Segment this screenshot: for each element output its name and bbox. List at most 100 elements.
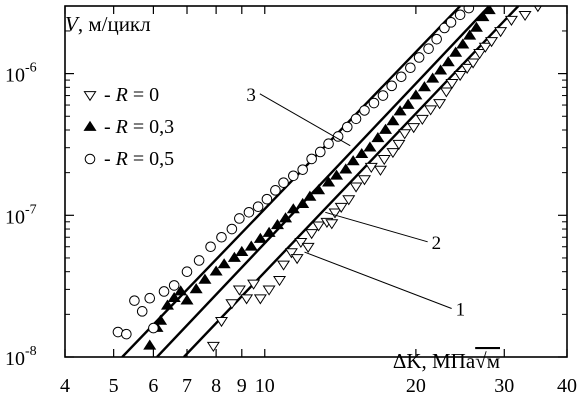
data-point-series-2 xyxy=(198,273,212,284)
data-point-series-3 xyxy=(136,306,148,317)
data-point-series-1 xyxy=(305,229,319,240)
data-point-series-1 xyxy=(342,195,356,206)
data-point-series-3 xyxy=(445,17,457,28)
legend: - R = 0 - R = 0,3 - R = 0,5 xyxy=(83,84,174,170)
data-point-series-2 xyxy=(346,155,360,166)
data-point-series-3 xyxy=(314,146,326,158)
data-point-series-2 xyxy=(476,10,490,22)
data-point-series-3 xyxy=(395,71,407,83)
data-point-series-2 xyxy=(363,141,377,152)
legend-entry-2: - R = 0,3 xyxy=(83,116,174,138)
data-point-series-3 xyxy=(144,292,156,304)
x-tick-label: 8 xyxy=(211,375,221,397)
data-point-series-1 xyxy=(494,27,508,38)
legend-marker-3 xyxy=(84,153,96,165)
data-point-series-3 xyxy=(386,80,397,92)
legend-label-2: - R = 0,3 xyxy=(104,116,174,138)
x-tick-label: 6 xyxy=(148,375,158,397)
data-point-series-1 xyxy=(290,254,304,265)
x-tick-label: 20 xyxy=(406,375,426,397)
data-point-series-2 xyxy=(322,176,336,187)
data-point-series-2 xyxy=(379,123,393,134)
x-tick-label: 7 xyxy=(182,375,192,397)
plot-frame xyxy=(64,5,568,358)
data-point-series-1 xyxy=(328,208,342,219)
data-point-series-2 xyxy=(270,219,284,230)
data-point-series-2 xyxy=(417,81,431,92)
data-point-series-1 xyxy=(460,63,474,74)
data-point-series-2 xyxy=(180,294,194,305)
data-point-series-1 xyxy=(485,37,499,48)
data-point-series-2 xyxy=(426,72,440,83)
y-tick-label: 10-6 xyxy=(5,61,37,87)
data-point-series-2 xyxy=(167,291,181,303)
data-point-series-2 xyxy=(463,29,477,40)
legend-marker-1 xyxy=(83,91,97,102)
callout-leader-3 xyxy=(259,93,351,147)
data-point-series-1 xyxy=(445,79,459,90)
data-point-series-3 xyxy=(454,9,466,21)
data-point-series-2 xyxy=(456,38,470,49)
data-point-series-1 xyxy=(373,165,387,176)
data-point-series-2 xyxy=(279,212,293,223)
data-point-series-3 xyxy=(216,231,227,243)
data-point-series-2 xyxy=(434,64,448,75)
data-point-series-3 xyxy=(341,121,353,133)
data-point-series-1 xyxy=(232,285,246,296)
data-point-series-2 xyxy=(312,184,326,195)
data-point-series-2 xyxy=(469,21,483,32)
legend-label-3: - R = 0,5 xyxy=(104,148,174,170)
data-point-series-1 xyxy=(407,123,421,134)
data-point-series-3 xyxy=(288,170,299,182)
data-point-series-1 xyxy=(225,299,239,310)
data-point-series-2 xyxy=(441,56,455,67)
data-point-series-1 xyxy=(392,139,406,150)
x-tick-label: 4 xyxy=(60,375,70,397)
data-point-series-1 xyxy=(504,15,518,26)
data-point-series-1 xyxy=(533,6,542,13)
data-point-series-1 xyxy=(262,285,276,296)
data-point-series-1 xyxy=(349,182,363,193)
y-axis-title: V, м/цикл xyxy=(65,12,151,36)
data-point-series-2 xyxy=(253,232,267,243)
data-point-series-1 xyxy=(277,260,291,271)
x-tick-label: 5 xyxy=(109,375,119,397)
data-point-series-3 xyxy=(368,97,380,109)
data-point-series-3 xyxy=(431,33,442,45)
data-point-series-1 xyxy=(518,10,532,22)
data-point-series-2 xyxy=(371,131,385,143)
data-point-series-3 xyxy=(243,207,255,218)
data-point-series-3 xyxy=(405,62,416,74)
data-point-series-3 xyxy=(297,164,308,175)
data-point-series-3 xyxy=(306,153,317,165)
x-tick-label: 30 xyxy=(494,375,514,397)
data-point-series-3 xyxy=(252,201,264,213)
data-point-series-2 xyxy=(409,89,423,100)
data-point-series-3 xyxy=(350,113,362,125)
data-point-series-2 xyxy=(330,169,344,180)
data-point-series-2 xyxy=(227,251,241,262)
data-point-series-1 xyxy=(334,202,348,213)
callout-leader-2 xyxy=(325,211,428,243)
data-point-series-1 xyxy=(377,155,391,166)
data-point-series-3 xyxy=(270,185,281,196)
data-point-series-3 xyxy=(158,286,170,297)
data-point-series-2 xyxy=(209,265,223,276)
data-point-series-3 xyxy=(148,322,159,334)
data-point-series-1 xyxy=(439,87,453,98)
data-point-series-1 xyxy=(312,221,326,232)
data-point-series-2 xyxy=(339,163,353,174)
data-point-series-3 xyxy=(359,105,370,116)
data-point-series-2 xyxy=(217,258,231,269)
x-tick-label: 9 xyxy=(237,375,247,397)
data-point-series-1 xyxy=(398,129,412,140)
x-axis-title: ΔK, МПа√м xyxy=(393,349,500,373)
data-point-series-2 xyxy=(143,339,157,350)
callout-label-2: 2 xyxy=(432,233,442,254)
data-point-series-2 xyxy=(286,203,300,214)
data-point-series-2 xyxy=(189,283,203,294)
data-point-series-3 xyxy=(168,280,180,291)
callout-leader-1 xyxy=(304,251,452,309)
data-point-series-1 xyxy=(415,114,429,126)
fit-line-3 xyxy=(121,6,461,357)
